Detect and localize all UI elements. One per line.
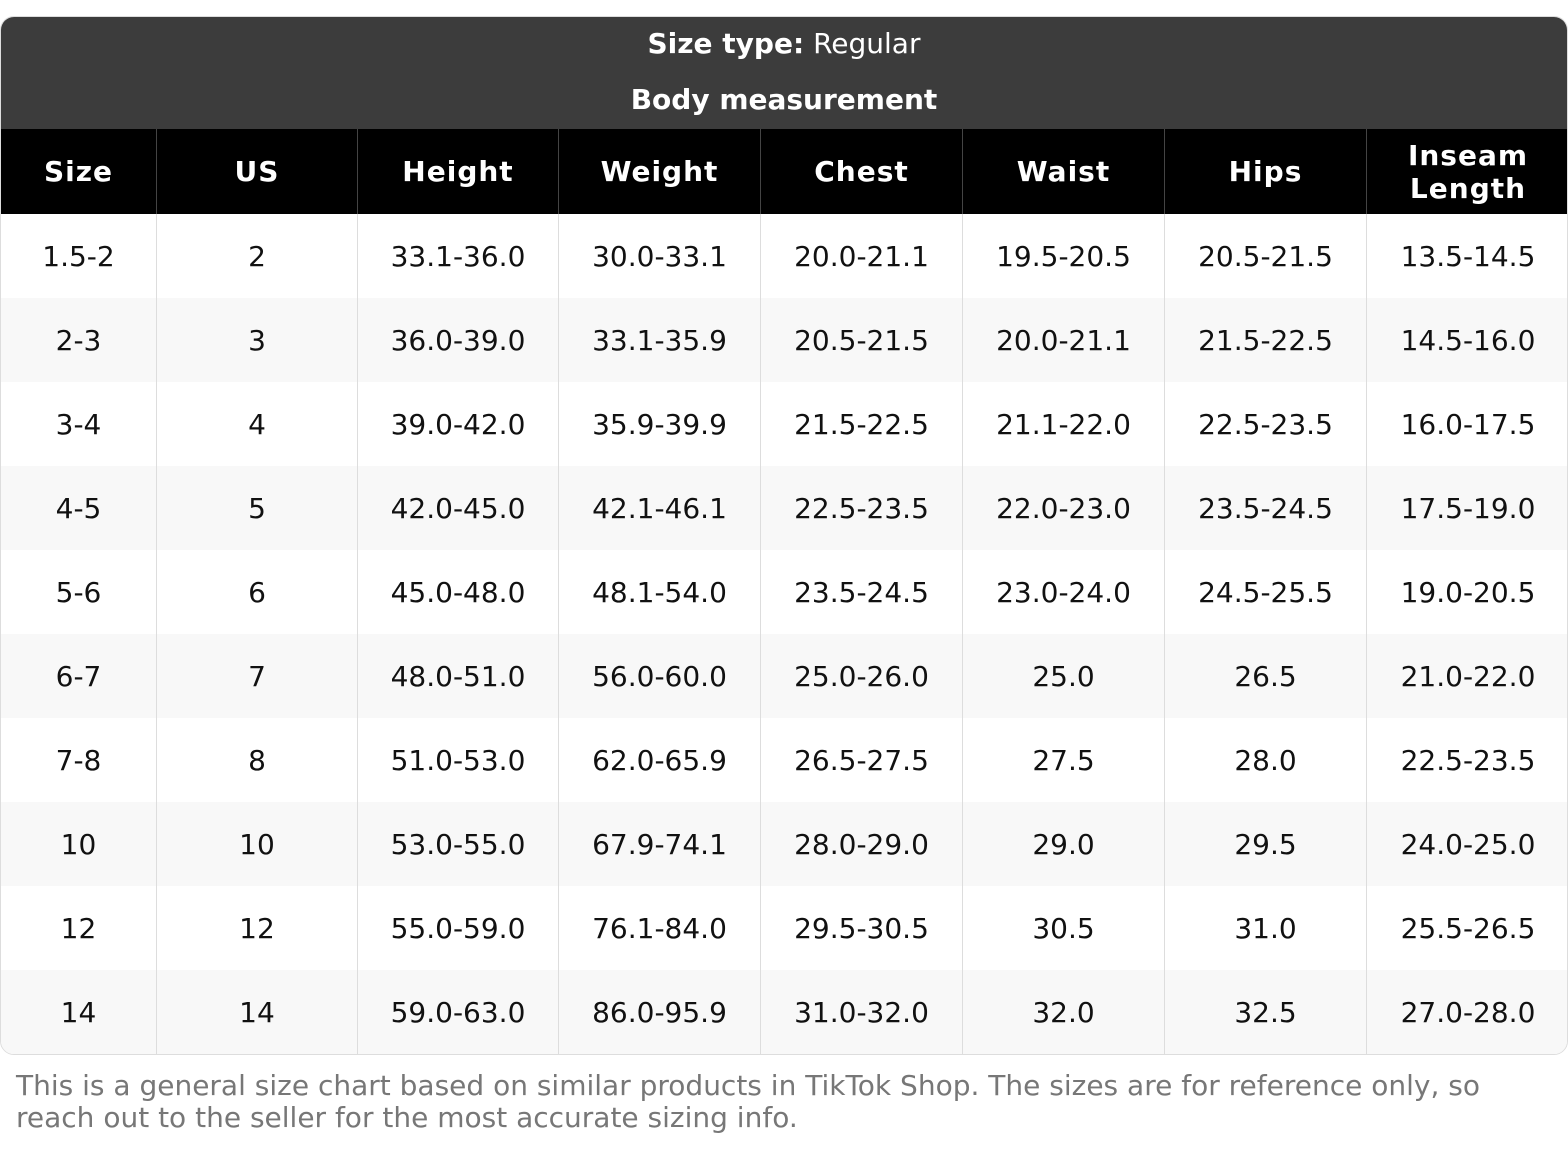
table-cell: 56.0-60.0 — [558, 634, 760, 718]
column-header: Size — [1, 129, 156, 214]
table-cell: 23.0-24.0 — [962, 550, 1164, 634]
table-cell: 7-8 — [55, 743, 102, 777]
table-cell: 1.5-2 — [42, 239, 115, 273]
table-cell: 59.0-63.0 — [357, 970, 558, 1054]
table-cell: 4 — [156, 382, 357, 466]
size-table: Size US Height Weight Chest Waist Hips Inseam L… — [1, 129, 1567, 1054]
subtitle: Body measurement — [630, 83, 938, 116]
table-cell: 25.5-26.5 — [1366, 886, 1567, 970]
table-cell: 17.5-19.0 — [1366, 466, 1567, 550]
table-cell: 67.9-74.1 — [558, 802, 760, 886]
table-cell: 24.5-25.5 — [1164, 550, 1366, 634]
table-cell: 14.5-16.0 — [1366, 298, 1567, 382]
table-cell: 36.0-39.0 — [357, 298, 558, 382]
table-cell: 55.0-59.0 — [357, 886, 558, 970]
table-cell: 19.5-20.5 — [962, 214, 1164, 298]
size-type: Size type: Regular — [1, 27, 1567, 60]
column-header: Height — [357, 129, 558, 214]
table-cell: 14 — [156, 970, 357, 1054]
table-cell: 5 — [156, 466, 357, 550]
table-cell: 4-5 — [1, 466, 156, 550]
size-type-label: Size type: — [647, 27, 805, 60]
table-cell: 21.5-22.5 — [1164, 298, 1366, 382]
table-cell: 23.5-24.5 — [1164, 466, 1366, 550]
column-header: US — [156, 129, 357, 214]
table-cell: 30.5 — [962, 886, 1164, 970]
size-type-value: Regular — [813, 27, 921, 60]
table-cell: 13.5-14.5 — [1366, 214, 1567, 298]
table-cell: 16.0-17.5 — [1366, 382, 1567, 466]
table-cell: 29.0 — [962, 802, 1164, 886]
table-cell: 29.5-30.5 — [760, 886, 962, 970]
table-cell: 20.0-21.1 — [760, 214, 962, 298]
table-cell: 8 — [156, 718, 357, 802]
table-cell: 33.1-36.0 — [357, 214, 558, 298]
table-cell: 2-3 — [1, 298, 156, 382]
table-cell: 21.1-22.0 — [962, 382, 1164, 466]
column-header: Chest — [760, 129, 962, 214]
table-cell: 10 — [1, 802, 156, 886]
table-cell: 25.0 — [962, 634, 1164, 718]
table-cell: 26.5-27.5 — [760, 718, 962, 802]
size-chart: Size type: Regular Body measurement Size… — [0, 16, 1568, 1055]
table-cell: 39.0-42.0 — [357, 382, 558, 466]
table-cell: 14 — [1, 970, 156, 1054]
table-cell: 31.0-32.0 — [760, 970, 962, 1054]
table-cell: 12 — [60, 911, 97, 945]
column-header: Hips — [1164, 129, 1366, 214]
table-cell: 42.0-45.0 — [357, 466, 558, 550]
table-cell: 62.0-65.9 — [558, 718, 760, 802]
table-cell: 2 — [156, 214, 357, 298]
table-cell: 86.0-95.9 — [558, 970, 760, 1054]
table-cell: 6-7 — [1, 634, 156, 718]
table-cell: 5-6 — [55, 575, 102, 609]
table-cell: 19.0-20.5 — [1366, 550, 1567, 634]
table-cell: 3 — [156, 298, 357, 382]
table-cell: 33.1-35.9 — [558, 298, 760, 382]
table-cell: 27.0-28.0 — [1366, 970, 1567, 1054]
table-cell: 53.0-55.0 — [357, 802, 558, 886]
footer-note: This is a general size chart based on si… — [16, 1069, 1480, 1134]
table-cell: 42.1-46.1 — [558, 466, 760, 550]
table-cell: 7 — [156, 634, 357, 718]
table-cell: 32.5 — [1164, 970, 1366, 1054]
chart-header: Size type: Regular Body measurement — [1, 17, 1567, 129]
table-cell: 26.5 — [1164, 634, 1366, 718]
table-cell: 20.5-21.5 — [1164, 214, 1366, 298]
table-cell: 20.5-21.5 — [760, 298, 962, 382]
table-cell: 27.5 — [962, 718, 1164, 802]
table-cell: 12 — [156, 886, 357, 970]
table-cell: 48.0-51.0 — [357, 634, 558, 718]
table-cell: 29.5 — [1164, 802, 1366, 886]
table-cell: 28.0-29.0 — [760, 802, 962, 886]
table-cell: 31.0 — [1164, 886, 1366, 970]
table-cell: 48.1-54.0 — [558, 550, 760, 634]
table-cell: 24.0-25.0 — [1366, 802, 1567, 886]
table-cell: 23.5-24.5 — [760, 550, 962, 634]
table-cell: 28.0 — [1164, 718, 1366, 802]
table-cell: 45.0-48.0 — [357, 550, 558, 634]
table-cell: 30.0-33.1 — [558, 214, 760, 298]
table-cell: 25.0-26.0 — [760, 634, 962, 718]
column-header: Inseam Length — [1366, 129, 1567, 214]
column-header: Waist — [962, 129, 1164, 214]
table-cell: 22.5-23.5 — [760, 466, 962, 550]
table-cell: 76.1-84.0 — [558, 886, 760, 970]
table-cell: 22.5-23.5 — [1366, 718, 1567, 802]
table-cell: 35.9-39.9 — [558, 382, 760, 466]
table-cell: 32.0 — [962, 970, 1164, 1054]
table-cell: 3-4 — [55, 407, 102, 441]
table-cell: 20.0-21.1 — [962, 298, 1164, 382]
table-cell: 22.5-23.5 — [1164, 382, 1366, 466]
table-cell: 51.0-53.0 — [357, 718, 558, 802]
table-cell: 21.5-22.5 — [760, 382, 962, 466]
column-header: Weight — [558, 129, 760, 214]
table-cell: 22.0-23.0 — [962, 466, 1164, 550]
table-cell: 21.0-22.0 — [1366, 634, 1567, 718]
table-cell: 6 — [156, 550, 357, 634]
table-cell: 10 — [156, 802, 357, 886]
